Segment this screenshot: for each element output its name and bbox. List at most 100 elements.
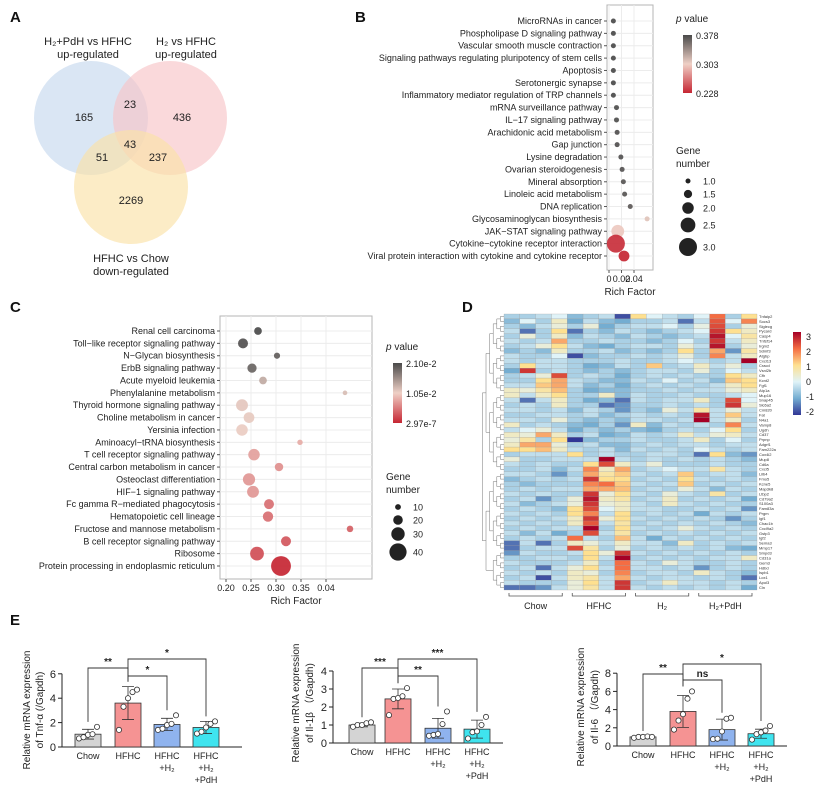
size-legend-title: number [676,159,711,170]
heatmap-cell [598,530,615,536]
heatmap-cell [567,387,584,393]
heatmap-cell [614,530,631,536]
heatmap-cell [677,427,694,433]
gene-label: Socs3 [759,319,771,324]
heatmap-cell [519,338,536,344]
heatmap-cell [598,402,615,408]
heatmap-cell [709,515,726,522]
heatmap-cell [709,422,726,428]
pathway-label: N−Glycan biosynthesis [123,351,215,361]
heatmap-cell [677,397,694,403]
heatmap-cell [725,348,742,354]
heatmap-cell [551,328,568,334]
data-point [749,736,756,743]
gene-label: Vsnl2b [759,368,772,373]
significance-bracket [127,658,207,717]
heatmap-cell [725,368,742,374]
color-bar-label: 1 [806,362,811,372]
heatmap-cell [567,358,584,364]
dendrogram-branch [496,318,501,330]
gene-label: Fgf1 [759,383,768,388]
heatmap-cell [630,323,647,329]
heatmap-cell [503,432,520,438]
heatmap-cell [614,446,631,453]
heatmap-cell [677,501,694,507]
heatmap-cell [630,545,647,551]
gene-label: Apol3 [759,580,770,585]
heatmap-cell [662,486,679,492]
heatmap-cell [741,397,758,403]
heatmap-cell [646,392,663,398]
heatmap-cell [503,501,520,507]
heatmap-cell [662,446,679,453]
heatmap-cell [519,353,536,359]
heatmap-cell [741,515,758,522]
bubble-point [242,473,256,486]
data-point [478,722,485,729]
heatmap-cell [741,491,758,497]
heatmap-cell [503,382,520,389]
size-legend-label: 10 [413,503,423,513]
heatmap-cell [646,377,663,384]
heatmap-cell [662,476,679,482]
heatmap-cell [614,333,631,339]
heatmap-cell [519,575,536,581]
heatmap-cell [630,511,647,517]
heatmap-cell [741,333,758,339]
heatmap-cell [503,451,520,458]
heatmap-cell [741,580,758,586]
panel-d-heatmap: Tnfaip2Socs3SiglecgPycardCasp4Tnfsf14Irg… [482,313,814,611]
heatmap-cell [582,575,599,581]
heatmap-cell [519,387,536,393]
heatmap-cell [630,456,647,462]
size-legend-dot [685,178,691,184]
heatmap-cell [551,373,568,379]
heatmap-cell [582,486,599,492]
gene-label: N4a1 [759,417,769,422]
heatmap-cell [646,373,663,379]
size-legend-dot [683,189,693,199]
heatmap-cell [567,368,584,374]
heatmap-cell [693,407,710,413]
heatmap-cell [519,456,536,462]
gene-label: Irgm2 [759,344,770,349]
size-legend-label: 20 [413,516,423,526]
heatmap-cell [677,323,694,329]
heatmap-cell [582,555,599,561]
heatmap-cell [503,491,520,497]
gene-label: Pycard [759,329,771,334]
heatmap-cell [630,422,647,428]
data-point [89,731,96,738]
heatmap-cell [709,525,726,531]
heatmap-cell [741,338,758,344]
heatmap-cell [709,338,726,344]
pathway-label: Choline metabolism in cancer [97,413,215,423]
heatmap-cell [503,397,520,403]
heatmap-cell [630,397,647,403]
heatmap-cell [551,570,568,576]
heatmap-cell [677,417,694,423]
pathway-label: Acute myeloid leukemia [120,375,215,385]
heatmap-cell [646,550,663,556]
heatmap-cell [551,377,568,384]
heatmap-cell [709,373,726,379]
heatmap-cell [582,427,599,433]
dendrogram-branch [492,520,497,541]
heatmap-cell [677,358,694,364]
heatmap-cell [741,520,758,527]
heatmap-cell [709,491,726,497]
heatmap-cell [598,446,615,453]
panel-e-il1b-bar-chart: 0 1 2 3 4 Relative mRNA expression of Il-1β （/… [291,644,503,781]
heatmap-cell [646,442,663,448]
heatmap-cell [693,575,710,581]
heatmap-cell [582,422,599,428]
heatmap-cell [646,363,663,369]
gene-label: Snap45 [759,398,774,403]
bubble-point [627,204,633,210]
heatmap-cell [662,565,679,571]
heatmap-cell [662,343,679,349]
heatmap-cell [693,397,710,403]
panel-letter-b: B [355,9,366,26]
heatmap-cell [709,368,726,374]
heatmap-cell [646,565,663,571]
